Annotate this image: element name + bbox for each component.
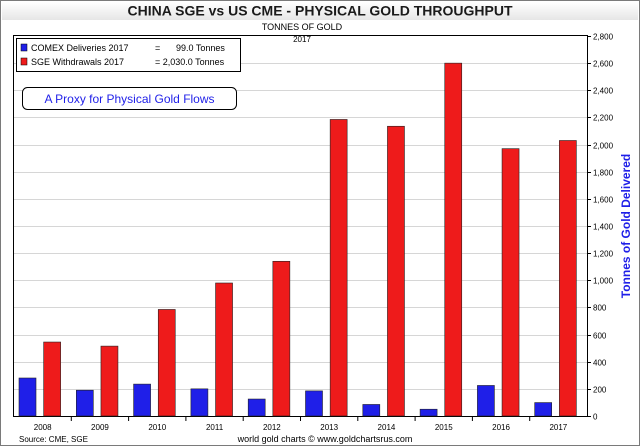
- bar-comex-2008: [18, 377, 37, 417]
- chart-subtitle: TONNES OF GOLD: [262, 22, 343, 32]
- source-text: Source: CME, SGE: [19, 435, 88, 444]
- x-axis-labels: 2008 2009 2010 2011 2012 2013 2014 2015 2016 2017: [34, 416, 568, 432]
- ytick-label-200: 200: [593, 386, 607, 395]
- ytick-label-2200: 2,200: [593, 114, 614, 123]
- y-axis-title: Tonnes of Gold Delivered: [619, 154, 633, 298]
- bar-sge-2013: [329, 119, 348, 417]
- bar-sge-2012: [272, 260, 291, 417]
- ytick-label-2000: 2,000: [593, 142, 614, 151]
- xtick-label-2016: 2016: [492, 423, 510, 432]
- bar-comex-2017: [534, 402, 553, 417]
- bar-sge-2011: [215, 282, 233, 417]
- footer-credit: world gold charts © www.goldchartsrus.co…: [237, 434, 413, 444]
- bars: [18, 62, 577, 417]
- annotation-text: A Proxy for Physical Gold Flows: [44, 92, 214, 106]
- bar-comex-2013: [305, 390, 323, 417]
- bar-sge-2008: [43, 341, 61, 417]
- xtick-label-2014: 2014: [378, 423, 396, 432]
- legend-box: [16, 38, 241, 72]
- xtick-label-2008: 2008: [34, 423, 52, 432]
- ytick-label-2600: 2,600: [593, 60, 614, 69]
- y-axis-ticks: 0 200 400 600 800 1,000 1,200 1,400 1,600 1,800 2,…: [587, 33, 614, 422]
- ytick-label-2800: 2,800: [593, 33, 614, 42]
- chart-title: CHINA SGE vs US CME - PHYSICAL GOLD THRO…: [127, 3, 512, 19]
- bar-comex-2010: [133, 383, 151, 417]
- bar-comex-2014: [362, 404, 381, 417]
- xtick-label-2015: 2015: [435, 423, 453, 432]
- legend-swatch-comex: [20, 43, 28, 52]
- legend-eq-sge: = 2,030.0 Tonnes: [155, 57, 225, 67]
- bar-sge-2017: [559, 140, 577, 417]
- bar-sge-2014: [387, 125, 405, 417]
- gridlines: [14, 63, 587, 390]
- legend-value-comex: 99.0 Tonnes: [176, 43, 225, 53]
- bar-comex-2016: [477, 385, 495, 417]
- annotation: A Proxy for Physical Gold Flows: [22, 87, 237, 110]
- xtick-label-2012: 2012: [263, 423, 281, 432]
- xtick-label-2010: 2010: [148, 423, 166, 432]
- ytick-label-1800: 1,800: [593, 169, 614, 178]
- title-bar: [2, 2, 638, 20]
- bar-sge-2010: [157, 309, 176, 417]
- legend: COMEX Deliveries 2017 = 99.0 Tonnes SGE …: [16, 38, 241, 72]
- ytick-label-400: 400: [593, 359, 607, 368]
- xtick-label-2009: 2009: [91, 423, 109, 432]
- xtick-label-2011: 2011: [206, 423, 224, 432]
- xtick-label-2017: 2017: [549, 423, 567, 432]
- bar-sge-2015: [444, 62, 463, 417]
- bar-sge-2009: [100, 345, 119, 417]
- ytick-label-800: 800: [593, 304, 607, 313]
- bar-comex-2009: [76, 389, 94, 417]
- bar-sge-2016: [501, 148, 520, 417]
- ytick-label-1400: 1,400: [593, 223, 614, 232]
- chart-year-label: 2017: [293, 35, 311, 44]
- ytick-label-1000: 1,000: [593, 277, 614, 286]
- xtick-label-2013: 2013: [320, 423, 338, 432]
- ytick-label-0: 0: [593, 413, 598, 422]
- bar-comex-2011: [190, 388, 209, 417]
- annotation-box: [22, 87, 237, 110]
- ytick-label-600: 600: [593, 332, 607, 341]
- legend-label-comex: COMEX Deliveries 2017: [31, 43, 129, 53]
- legend-label-sge: SGE Withdrawals 2017: [31, 57, 124, 67]
- bar-comex-2015: [419, 408, 438, 417]
- legend-eq-comex: =: [155, 43, 160, 53]
- ytick-label-1200: 1,200: [593, 250, 614, 259]
- ytick-label-2400: 2,400: [593, 87, 614, 96]
- ytick-label-1600: 1,600: [593, 196, 614, 205]
- legend-swatch-sge: [20, 57, 28, 66]
- bar-comex-2012: [247, 398, 266, 417]
